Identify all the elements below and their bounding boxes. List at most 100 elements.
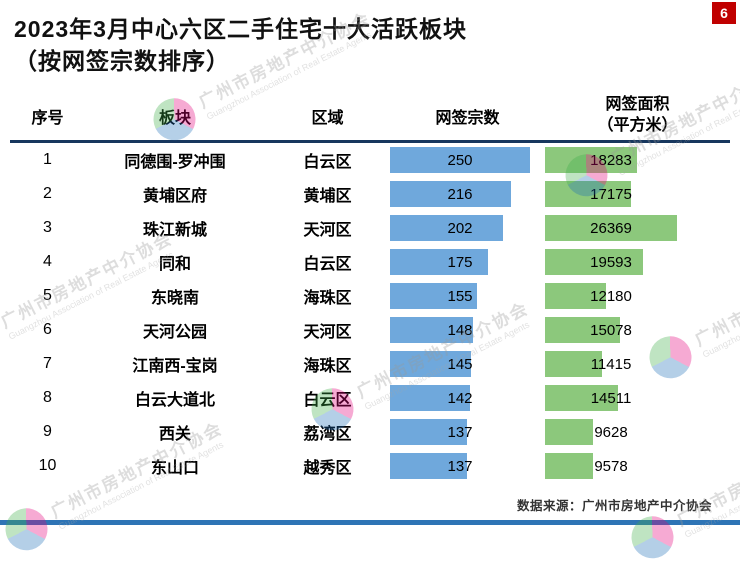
sqm-value: 11415 <box>590 355 632 373</box>
area-cell: 东山口 <box>150 460 199 477</box>
header-sqm-line-1: 网签面积 <box>605 96 670 114</box>
sqm-bar-cell: 26369 <box>545 215 730 241</box>
sqm-value: 26369 <box>590 219 632 237</box>
table-row: 2 黄埔区府 黄埔区 216 17175 <box>10 177 730 211</box>
deals-bar <box>390 351 472 377</box>
sqm-bar <box>545 181 631 207</box>
deals-bar <box>390 453 467 479</box>
deals-value: 175 <box>447 253 473 271</box>
deals-value: 216 <box>447 185 473 203</box>
header-sqm: 网签面积 （平方米） <box>545 95 730 137</box>
deals-value: 155 <box>447 287 473 305</box>
deals-bar-cell: 145 <box>390 351 545 377</box>
header-area: 板块 <box>158 110 191 127</box>
sqm-bar <box>545 453 593 479</box>
sqm-bar <box>545 215 677 241</box>
area-cell: 东晓南 <box>150 290 199 307</box>
sqm-bar <box>545 283 606 309</box>
district-cell: 白云区 <box>303 154 352 171</box>
deals-bar-cell: 175 <box>390 249 545 275</box>
deals-bar <box>390 249 488 275</box>
district-cell: 天河区 <box>303 222 352 239</box>
table-row: 3 珠江新城 天河区 202 26369 <box>10 211 730 245</box>
rank-cell: 10 <box>38 457 57 474</box>
area-cell: 西关 <box>158 426 191 443</box>
data-source-note: 数据来源：广州市房地产中介协会 <box>516 499 712 513</box>
deals-bar-cell: 148 <box>390 317 545 343</box>
activity-table: 序号 板块 区域 网签宗数 网签面积 （平方米） 1 同德围-罗冲围 白云区 2… <box>10 92 730 483</box>
sqm-bar-cell: 19593 <box>545 249 730 275</box>
area-cell: 白云大道北 <box>134 392 215 409</box>
sqm-bar <box>545 351 603 377</box>
rank-cell: 8 <box>43 389 52 406</box>
deals-value: 137 <box>447 457 473 475</box>
deals-bar <box>390 181 511 207</box>
header-sqm-line-2: （平方米） <box>597 117 678 134</box>
district-cell: 荔湾区 <box>303 426 352 443</box>
header-divider <box>10 140 730 143</box>
deals-bar <box>390 147 530 173</box>
deals-bar <box>390 419 467 445</box>
deals-bar <box>390 283 477 309</box>
bottom-accent-bar <box>0 520 740 525</box>
area-cell: 黄埔区府 <box>142 188 207 205</box>
sqm-bar-cell: 9578 <box>545 453 730 479</box>
rank-cell: 7 <box>43 355 52 372</box>
association-logo-icon <box>0 311 5 368</box>
sqm-bar <box>545 249 644 275</box>
rank-cell: 2 <box>43 185 52 202</box>
sqm-value: 17175 <box>590 185 632 203</box>
table-row: 9 西关 荔湾区 137 9628 <box>10 415 730 449</box>
deals-bar-cell: 202 <box>390 215 545 241</box>
table-row: 7 江南西-宝岗 海珠区 145 11415 <box>10 347 730 381</box>
rank-cell: 3 <box>43 219 52 236</box>
table-row: 5 东晓南 海珠区 155 12180 <box>10 279 730 313</box>
rank-cell: 9 <box>43 423 52 440</box>
deals-bar-cell: 250 <box>390 147 545 173</box>
deals-value: 250 <box>447 151 473 169</box>
sqm-value: 14511 <box>590 389 632 407</box>
district-cell: 白云区 <box>303 392 352 409</box>
header-district: 区域 <box>311 110 344 127</box>
sqm-bar <box>545 147 637 173</box>
sqm-value: 12180 <box>590 287 632 305</box>
table-body: 1 同德围-罗冲围 白云区 250 18283 2 黄埔区府 黄埔区 216 <box>10 143 730 483</box>
sqm-bar-cell: 11415 <box>545 351 730 377</box>
area-cell: 江南西-宝岗 <box>132 358 218 375</box>
area-cell: 同德围-罗冲围 <box>124 154 226 171</box>
table-header-row: 序号 板块 区域 网签宗数 网签面积 （平方米） <box>10 92 730 140</box>
deals-bar-cell: 137 <box>390 419 545 445</box>
title-line-1: 2023年3月中心六区二手住宅十大活跃板块 <box>14 16 467 42</box>
district-cell: 天河区 <box>303 324 352 341</box>
deals-bar-cell: 216 <box>390 181 545 207</box>
sqm-bar-cell: 14511 <box>545 385 730 411</box>
sqm-bar <box>545 317 621 343</box>
sqm-bar-cell: 17175 <box>545 181 730 207</box>
page-title: 2023年3月中心六区二手住宅十大活跃板块 （按网签宗数排序） <box>14 14 467 77</box>
district-cell: 黄埔区 <box>303 188 352 205</box>
sqm-bar-cell: 12180 <box>545 283 730 309</box>
title-line-2: （按网签宗数排序） <box>14 47 230 74</box>
deals-bar-cell: 155 <box>390 283 545 309</box>
area-cell: 珠江新城 <box>142 222 207 239</box>
header-deals: 网签宗数 <box>435 110 500 127</box>
sqm-value: 9628 <box>594 423 628 441</box>
table-row: 1 同德围-罗冲围 白云区 250 18283 <box>10 143 730 177</box>
district-cell: 越秀区 <box>303 460 352 477</box>
sqm-value: 15078 <box>590 321 632 339</box>
rank-cell: 6 <box>43 321 52 338</box>
sqm-value: 18283 <box>590 151 632 169</box>
district-cell: 海珠区 <box>303 358 352 375</box>
table-row: 10 东山口 越秀区 137 9578 <box>10 449 730 483</box>
area-cell: 同和 <box>158 256 191 273</box>
district-cell: 海珠区 <box>303 290 352 307</box>
table-row: 8 白云大道北 白云区 142 14511 <box>10 381 730 415</box>
district-cell: 白云区 <box>303 256 352 273</box>
rank-cell: 4 <box>43 253 52 270</box>
deals-value: 145 <box>447 355 473 373</box>
association-logo-icon <box>624 509 681 566</box>
sqm-bar-cell: 18283 <box>545 147 730 173</box>
deals-bar <box>390 385 470 411</box>
deals-value: 202 <box>447 219 473 237</box>
